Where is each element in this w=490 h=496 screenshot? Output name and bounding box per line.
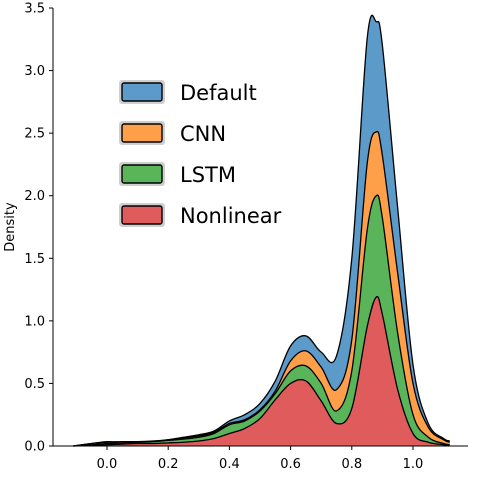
area-outline-lstm (73, 194, 450, 447)
legend-swatch-cnn (121, 123, 163, 143)
x-tick-label: 0.4 (219, 457, 240, 472)
area-nonlinear (73, 296, 450, 446)
y-tick-label: 3.0 (24, 64, 45, 79)
y-tick-label: 2.0 (24, 189, 45, 204)
y-axis-label: Density (3, 202, 18, 252)
legend: Default CNN LSTM Nonlinear (119, 80, 282, 228)
legend-label-default: Default (180, 81, 257, 105)
x-tick-label: 0.2 (158, 457, 179, 472)
x-tick-label: 1.0 (403, 457, 424, 472)
y-tick-label: 1.0 (24, 314, 45, 329)
y-tick-label: 1.5 (24, 252, 45, 267)
legend-swatch-default (121, 82, 163, 102)
legend-swatch-nonlinear (121, 205, 163, 225)
y-tick-label: 0.5 (24, 377, 45, 392)
x-axis-ticks: 0.0 0.2 0.4 0.6 0.8 1.0 (97, 446, 424, 472)
legend-swatch-lstm (121, 164, 163, 184)
area-outline-nonlinear (73, 295, 450, 447)
stacked-areas (73, 14, 450, 447)
x-tick-label: 0.6 (280, 457, 301, 472)
y-tick-label: 2.5 (24, 127, 45, 142)
legend-label-nonlinear: Nonlinear (180, 204, 282, 228)
x-tick-label: 0.8 (341, 457, 362, 472)
y-axis-ticks: 0.0 0.5 1.0 1.5 2.0 2.5 3.0 3.5 (24, 2, 53, 455)
x-tick-label: 0.0 (97, 457, 118, 472)
legend-label-lstm: LSTM (180, 163, 236, 187)
axes (52, 8, 468, 447)
y-tick-label: 0.0 (24, 440, 45, 455)
legend-label-cnn: CNN (180, 122, 226, 146)
y-tick-label: 3.5 (24, 2, 45, 17)
area-lstm (73, 195, 450, 446)
